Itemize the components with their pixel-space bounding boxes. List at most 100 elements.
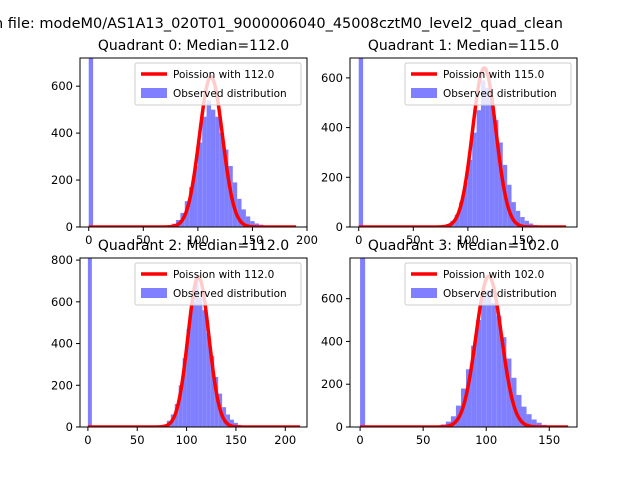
histogram-bar <box>531 419 537 427</box>
y-tick-label: 0 <box>66 220 73 234</box>
x-tick-label: 150 <box>241 233 263 247</box>
x-tick-label: 50 <box>130 433 145 447</box>
y-tick-label: 200 <box>51 173 73 187</box>
histogram-bar <box>182 358 187 427</box>
histogram-bar <box>206 100 211 227</box>
legend-box <box>404 62 572 106</box>
x-tick-label: 100 <box>176 433 198 447</box>
histogram-bar <box>516 394 522 427</box>
x-tick-label: 150 <box>225 433 247 447</box>
subplot-grid: Quadrant 0: Median=112.0 0 50 100 150 200 0 200… <box>51 38 578 447</box>
x-tick-label: 50 <box>416 433 431 447</box>
y-tick-label: 200 <box>321 170 343 184</box>
histogram-bar <box>520 217 525 227</box>
legend-patch-swatch <box>411 88 437 98</box>
subplot-quadrant-3: Quadrant 3: Median=102.0 0 50 100 150 0 200 400… <box>321 238 578 447</box>
histogram-bar <box>489 97 495 227</box>
histogram-bar <box>481 296 487 427</box>
histogram-bar <box>245 216 251 227</box>
legend-patch-swatch <box>141 288 167 298</box>
histogram-bar <box>486 290 492 427</box>
histogram-bar <box>459 202 464 227</box>
histogram-bar <box>174 404 179 427</box>
legend-box <box>404 262 572 306</box>
histogram-bar <box>206 333 211 427</box>
histogram-bar <box>491 302 497 427</box>
y-tick-label: 0 <box>336 220 343 234</box>
histogram-bar <box>524 220 529 227</box>
x-tick-label: 0 <box>84 433 91 447</box>
subplot-title: Quadrant 0: Median=112.0 <box>98 38 289 54</box>
legend-entry-poisson: Poission with 112.0 <box>173 69 274 81</box>
histogram-bar <box>186 328 191 427</box>
histogram-bar <box>233 422 238 427</box>
histogram-bar <box>197 142 203 227</box>
y-tick-label: 0 <box>66 420 73 434</box>
x-tick-label: 200 <box>274 433 296 447</box>
histogram-bar <box>463 182 468 227</box>
histogram-bar <box>241 209 246 227</box>
histogram-bar <box>189 187 194 227</box>
legend-entry-observed: Observed distribution <box>173 88 287 100</box>
histogram-bar <box>501 337 507 427</box>
axes-frame <box>349 57 578 228</box>
legend-entry-observed: Observed distribution <box>173 288 287 300</box>
x-tick-label: 100 <box>187 233 209 247</box>
y-tick-label: 600 <box>51 79 73 93</box>
subplot-quadrant-0: Quadrant 0: Median=112.0 0 50 100 150 200 0 200… <box>51 38 318 247</box>
x-tick-label: 100 <box>457 233 479 247</box>
histogram-bar <box>237 198 242 227</box>
histogram-bar <box>536 422 542 427</box>
x-tick-label: 0 <box>355 233 362 247</box>
histogram-bar <box>485 87 490 227</box>
legend-patch-swatch <box>411 288 437 298</box>
axes-frame <box>349 257 578 428</box>
histogram-bar <box>471 345 477 427</box>
subplot-quadrant-2: Quadrant 2: Median=112.0 0 50 100 150 200 0 200… <box>51 238 308 447</box>
histogram-bar <box>178 385 183 427</box>
y-tick-label: 400 <box>51 337 73 351</box>
y-tick-label: 400 <box>321 121 343 135</box>
subplot-title: Quadrant 1: Median=115.0 <box>368 38 559 54</box>
histogram-bar <box>480 80 486 227</box>
histogram-bar <box>202 310 207 427</box>
histogram-bar <box>214 376 219 427</box>
legend-entry-poisson: Poission with 115.0 <box>443 69 544 81</box>
y-tick-label: 400 <box>321 334 343 348</box>
histogram-bar <box>454 214 460 227</box>
subplot-title: Quadrant 3: Median=102.0 <box>368 238 559 254</box>
histogram-bar <box>190 301 195 427</box>
y-tick-label: 600 <box>51 295 73 309</box>
histogram-bar <box>515 210 521 227</box>
histogram-bar <box>494 120 499 227</box>
histogram-bar <box>476 320 482 427</box>
legend-box <box>134 262 302 306</box>
histogram-bar <box>521 406 527 427</box>
y-tick-label: 0 <box>336 420 343 434</box>
histogram-bar <box>226 414 231 427</box>
histogram-bar <box>87 258 92 427</box>
x-tick-label: 100 <box>475 433 497 447</box>
x-tick-label: 150 <box>538 433 560 447</box>
legend-box <box>134 62 302 106</box>
x-tick-label: 200 <box>296 233 318 247</box>
histogram-bar <box>210 109 216 227</box>
subplot-quadrant-1: Quadrant 1: Median=115.0 0 50 100 150 0 200 400… <box>321 38 578 247</box>
histogram-bar <box>360 258 366 427</box>
histogram-bar <box>498 142 503 227</box>
y-tick-label: 600 <box>321 292 343 306</box>
y-tick-label: 200 <box>321 377 343 391</box>
x-tick-label: 0 <box>85 233 92 247</box>
x-tick-label: 50 <box>136 233 151 247</box>
legend-entry-poisson: Poission with 102.0 <box>443 269 544 281</box>
histogram-bar <box>250 221 255 227</box>
x-tick-label: 0 <box>356 433 363 447</box>
histogram-bar <box>496 315 502 427</box>
x-tick-label: 150 <box>511 233 533 247</box>
histogram-bar <box>526 414 532 427</box>
histogram-bar <box>224 149 229 227</box>
histogram-bar <box>198 297 203 427</box>
histogram-bar <box>467 159 473 227</box>
y-tick-label: 200 <box>51 378 73 392</box>
